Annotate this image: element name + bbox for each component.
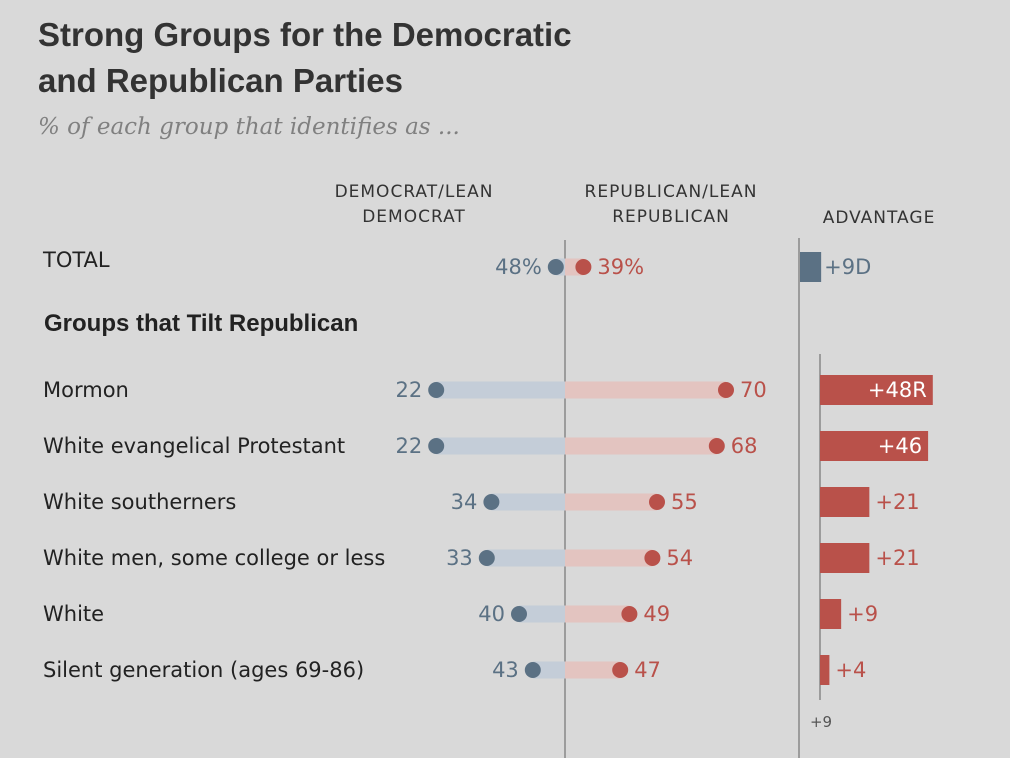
row-1-democrat-bar (436, 381, 565, 399)
total-row-democrat-dot (547, 259, 564, 275)
row-4-republican-bar (565, 549, 653, 567)
total-row-label: TOTAL (43, 248, 110, 272)
row-2-democrat-bar (436, 437, 565, 455)
row-4-democrat-bar (486, 549, 565, 567)
row-1-democrat-dot (428, 382, 445, 398)
row-3-republican-value: 55 (671, 490, 698, 514)
advantage-axis-label: +9 (810, 713, 832, 731)
row-1-democrat-value: 22 (395, 378, 422, 402)
row-2-democrat-dot (428, 438, 445, 454)
row-6-democrat-bar (532, 661, 565, 679)
row-6-advantage-value: +4 (835, 658, 866, 682)
row-3-democrat-bar (491, 493, 565, 511)
row-2-democrat-value: 22 (395, 434, 422, 458)
row-3-advantage-value: +21 (875, 490, 919, 514)
row-1-label: Mormon (43, 378, 129, 402)
row-3-republican-bar (565, 493, 657, 511)
row-1-republican-value: 70 (740, 378, 767, 402)
row-3-label: White southerners (43, 490, 236, 514)
row-4-democrat-dot (478, 550, 495, 566)
row-5-label: White (43, 602, 104, 626)
row-3-democrat-dot (483, 494, 500, 510)
row-6-republican-dot (612, 662, 629, 678)
row-4-republican-dot (644, 550, 661, 566)
row-5-republican-dot (621, 606, 638, 622)
row-6-republican-bar (565, 661, 621, 679)
row-1-advantage-bar (820, 375, 933, 405)
row-2-republican-value: 68 (731, 434, 758, 458)
democrat-column-header: DEMOCRAT/LEAN DEMOCRAT (314, 180, 514, 230)
row-5-democrat-bar (519, 605, 565, 623)
row-5-advantage-value: +9 (847, 602, 878, 626)
row-1-advantage-value: +48R (868, 378, 927, 402)
row-4-republican-value: 54 (666, 546, 693, 570)
row-6-democrat-value: 43 (492, 658, 519, 682)
row-4-label: White men, some college or less (43, 546, 385, 570)
row-4-democrat-value: 33 (446, 546, 473, 570)
total-row-advantage-bar (800, 252, 822, 282)
row-6-democrat-dot (524, 662, 541, 678)
democrat-column-header-line-2: DEMOCRAT (362, 207, 466, 227)
total-row-republican-value: 39% (597, 255, 644, 279)
row-5-advantage-bar (820, 599, 842, 629)
row-6-advantage-bar (820, 655, 830, 685)
row-5-republican-bar (565, 605, 630, 623)
chart-title-line-1: Strong Groups for the Democratic (38, 16, 572, 53)
row-2-label: White evangelical Protestant (43, 434, 345, 458)
chart-title-line-2: and Republican Parties (38, 62, 403, 99)
row-6-republican-value: 47 (634, 658, 661, 682)
republican-column-header-line-1: REPUBLICAN/LEAN (584, 182, 758, 202)
group-heading: Groups that Tilt Republican (44, 310, 359, 337)
row-3-democrat-value: 34 (451, 490, 478, 514)
row-4-advantage-bar (820, 543, 870, 573)
row-5-republican-value: 49 (643, 602, 670, 626)
row-1-republican-bar (565, 381, 726, 399)
row-1-republican-dot (718, 382, 734, 398)
republican-column-header-line-2: REPUBLICAN (612, 207, 730, 227)
row-3-republican-dot (649, 494, 665, 510)
republican-column-header: REPUBLICAN/LEAN REPUBLICAN (562, 180, 780, 230)
total-row-advantage-value: +9D (824, 255, 871, 279)
row-2-republican-dot (708, 438, 725, 454)
advantage-column-header: ADVANTAGE (822, 208, 936, 228)
row-5-democrat-dot (511, 606, 527, 622)
row-5-democrat-value: 40 (478, 602, 505, 626)
total-row-democrat-value: 48% (495, 255, 542, 279)
row-4-advantage-value: +21 (875, 546, 919, 570)
democrat-column-header-line-1: DEMOCRAT/LEAN (334, 182, 494, 202)
row-3-advantage-bar (820, 487, 870, 517)
row-6-label: Silent generation (ages 69-86) (43, 658, 364, 682)
chart-subtitle: % of each group that identifies as ... (38, 114, 460, 140)
row-2-advantage-bar (820, 431, 929, 461)
row-2-republican-bar (565, 437, 717, 455)
total-row-republican-dot (575, 259, 592, 275)
row-2-advantage-value: +46 (878, 434, 922, 458)
chart-title: Strong Groups for the Democratic and Rep… (38, 12, 678, 104)
